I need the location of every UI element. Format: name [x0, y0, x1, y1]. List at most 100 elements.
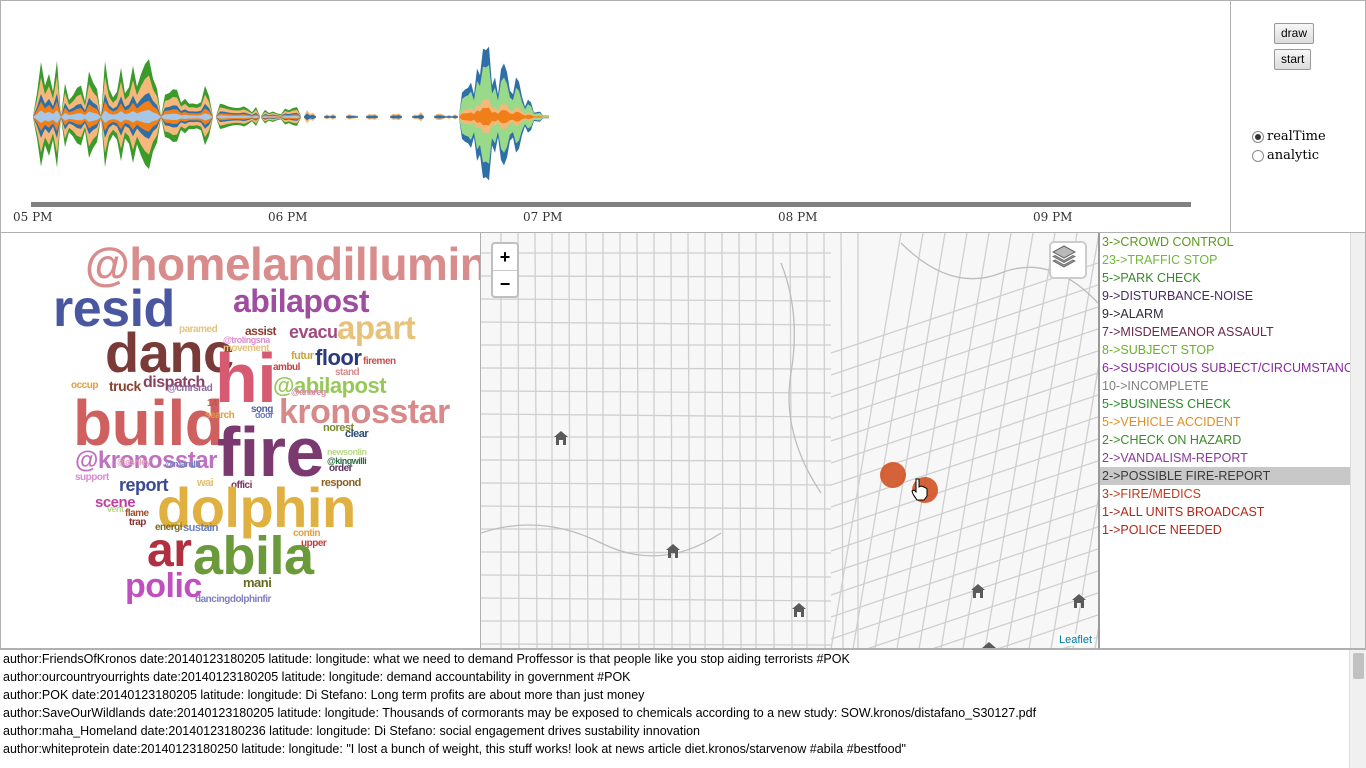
cloud-word: sustain	[183, 522, 219, 534]
cloud-word: futur	[291, 350, 314, 362]
stream-band	[446, 115, 458, 119]
category-item[interactable]: 3->FIRE/MEDICS	[1102, 487, 1201, 501]
category-list: 3->CROWD CONTROL 23->TRAFFIC STOP 5->PARK …	[1098, 233, 1366, 649]
cloud-word: hi	[215, 339, 277, 417]
category-item[interactable]: 3->CROWD CONTROL	[1102, 235, 1234, 249]
time-tick-label: 05 PM	[13, 210, 52, 224]
cloud-word: evacu	[289, 322, 338, 342]
stream-band	[216, 115, 260, 119]
feed-row: author:FriendsOfKronos date:201401231802…	[3, 652, 850, 666]
zoom-out-button[interactable]: −	[493, 270, 517, 296]
cloud-word: @homelandillumin	[85, 238, 481, 290]
category-item[interactable]: 6->SUSPICIOUS SUBJECT/CIRCUMSTANCE	[1102, 361, 1351, 375]
category-item[interactable]: 2->POSSIBLE FIRE-REPORT	[1100, 467, 1351, 485]
cloud-word: search	[205, 410, 235, 421]
cloud-word: report	[119, 475, 169, 495]
layers-button[interactable]	[1049, 241, 1087, 279]
cloud-word: kronosstar	[279, 393, 450, 431]
cloud-word: abila	[193, 526, 314, 586]
street-lines	[481, 233, 1098, 648]
building-icon[interactable]	[982, 642, 996, 649]
cloud-word: vent	[107, 504, 124, 514]
stream-band	[390, 115, 402, 119]
category-item[interactable]: 8->SUBJECT STOP	[1102, 343, 1215, 357]
cloud-word: ar	[147, 524, 192, 577]
zoom-in-button[interactable]: +	[499, 247, 511, 267]
cloud-word: trap	[129, 517, 146, 528]
cloud-word: polic	[125, 567, 202, 605]
radio-analytic-label: analytic	[1267, 148, 1320, 163]
category-item[interactable]: 5->PARK CHECK	[1102, 271, 1201, 285]
stream-band	[346, 115, 358, 119]
stream-layers	[33, 46, 549, 181]
category-item[interactable]: 23->TRAFFIC STOP	[1102, 253, 1218, 267]
category-item[interactable]: 1->POLICE NEEDED	[1102, 523, 1222, 537]
time-tick-label: 08 PM	[778, 210, 817, 224]
building-icon[interactable]	[792, 603, 806, 617]
radio-analytic[interactable]: analytic	[1252, 148, 1319, 163]
cloud-word: offici	[231, 480, 252, 491]
cloud-word: @kronosstar	[75, 447, 217, 474]
building-icon[interactable]	[1072, 594, 1086, 608]
time-axis-bar	[31, 202, 1191, 207]
message-feed: author:FriendsOfKronos date:201401231802…	[0, 649, 1366, 768]
time-tick-label: 09 PM	[1033, 210, 1072, 224]
feed-scrollbar[interactable]	[1349, 650, 1366, 768]
cloud-word: @ashley	[117, 457, 151, 467]
stream-band	[161, 113, 213, 121]
feed-row: author:ourcountryourrights date:20140123…	[3, 670, 631, 684]
cloud-word: movement	[223, 343, 270, 354]
cloud-word: abilapost	[233, 283, 369, 319]
cloud-word: firemen	[363, 356, 396, 367]
leaflet-attribution[interactable]: Leaflet	[1056, 634, 1094, 646]
category-item[interactable]: 1->ALL UNITS BROADCAST	[1102, 505, 1265, 519]
cloud-word: truck	[109, 378, 141, 394]
stream-band	[324, 115, 336, 119]
category-item[interactable]: 2->VANDALISM-REPORT	[1102, 451, 1248, 465]
category-item[interactable]: 5->VEHICLE ACCIDENT	[1102, 415, 1241, 429]
radio-analytic-dot[interactable]	[1252, 149, 1264, 162]
cloud-word: norest	[323, 422, 354, 434]
stream-band	[434, 115, 446, 119]
incident-marker[interactable]	[880, 462, 906, 488]
layers-icon	[1051, 245, 1077, 268]
start-button[interactable]: start	[1274, 49, 1312, 70]
stream-band	[101, 110, 161, 124]
cloud-word: newsonlin	[327, 447, 367, 457]
stream-band	[412, 114, 424, 120]
category-item[interactable]: 9->ALARM	[1102, 307, 1164, 321]
cloud-word: dispatch	[143, 374, 205, 391]
cloud-word: 14	[207, 398, 218, 409]
category-item[interactable]: 2->CHECK ON HAZARD	[1102, 433, 1242, 447]
radio-realtime-dot[interactable]	[1252, 130, 1264, 143]
feed-scrollbar-thumb[interactable]	[1353, 653, 1364, 679]
category-item[interactable]: 7->MISDEMEANOR ASSAULT	[1102, 325, 1274, 339]
cloud-word: apart	[337, 309, 416, 346]
building-icon[interactable]	[554, 431, 568, 445]
cloud-word: order	[329, 463, 353, 474]
time-tick-label: 07 PM	[523, 210, 562, 224]
zoom-control: + −	[491, 242, 519, 298]
feed-row: author:whiteprotein date:20140123180250 …	[3, 742, 906, 756]
cloud-word: build	[73, 387, 224, 459]
time-tick-label: 06 PM	[268, 210, 307, 224]
street-map[interactable]	[481, 233, 1098, 649]
stream-band	[366, 115, 378, 119]
cloud-word: assist	[245, 324, 277, 338]
streamgraph: 05 PM 06 PM 07 PM 08 PM 09 PM	[13, 46, 1191, 224]
cloud-word: wai	[197, 477, 214, 489]
category-item[interactable]: 5->BUSINESS CHECK	[1102, 397, 1231, 411]
building-icon[interactable]	[666, 544, 680, 558]
cloud-word: upper	[301, 538, 327, 549]
cloud-word: flame	[125, 508, 149, 519]
radio-realtime[interactable]: realTime	[1252, 129, 1326, 144]
draw-button[interactable]: draw	[1274, 23, 1315, 44]
cloud-word: ambul	[273, 362, 300, 373]
category-scrollbar[interactable]	[1350, 233, 1365, 648]
map-panel[interactable]: + − Leaflet	[481, 233, 1098, 649]
building-icon[interactable]	[971, 584, 985, 598]
category-item[interactable]: 9->DISTURBANCE-NOISE	[1102, 289, 1254, 303]
cloud-word: fire	[217, 413, 324, 491]
cloud-word: energi	[155, 522, 183, 533]
category-item[interactable]: 10->INCOMPLETE	[1102, 379, 1209, 393]
